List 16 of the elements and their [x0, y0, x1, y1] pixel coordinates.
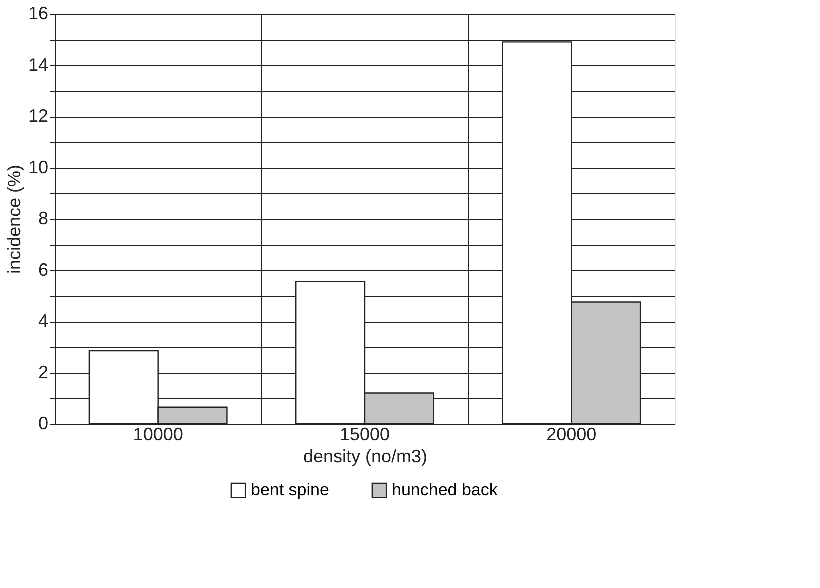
y-tick-label: 12: [28, 106, 48, 126]
y-tick-label: 10: [28, 157, 48, 178]
x-axis-title: density (no/m3): [303, 446, 428, 466]
y-axis-title: incidence (%): [4, 164, 24, 274]
y-tick-label: 14: [28, 54, 48, 75]
y-tick-label: 8: [38, 208, 48, 228]
y-tick-label: 4: [38, 311, 48, 331]
x-tick-label: 20000: [546, 424, 597, 444]
legend-label: hunched back: [392, 480, 498, 500]
x-tick-label: 10000: [133, 424, 184, 444]
y-tick-label: 0: [38, 414, 48, 434]
y-tick-label: 2: [38, 362, 48, 382]
x-tick-label: 15000: [340, 424, 390, 444]
legend-label: bent spine: [251, 480, 330, 500]
y-tick-label: 16: [28, 4, 48, 24]
y-tick-label: 6: [38, 260, 48, 280]
